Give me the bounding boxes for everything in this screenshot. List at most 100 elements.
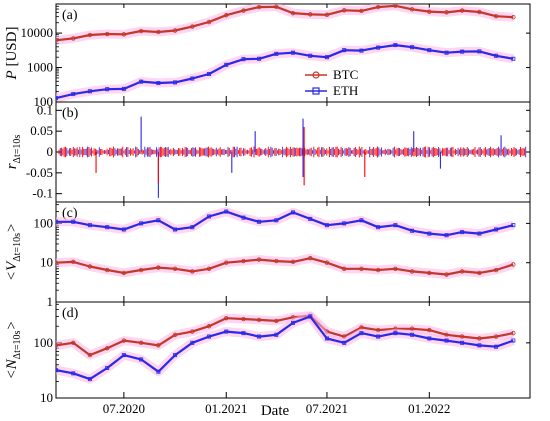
- series-line-btc: [56, 257, 514, 276]
- data-point-eth: [156, 369, 161, 374]
- plot-area: [56, 207, 516, 279]
- data-point-btc: [121, 338, 127, 343]
- data-point-btc: [87, 352, 93, 358]
- data-point-btc: [427, 9, 432, 14]
- data-point-btc: [224, 315, 229, 321]
- data-point-eth: [173, 353, 178, 358]
- data-point-btc: [241, 8, 246, 13]
- data-point-eth: [324, 223, 329, 228]
- data-point-eth: [71, 92, 76, 97]
- data-point-btc: [308, 256, 313, 261]
- data-point-btc: [274, 4, 279, 10]
- data-point-eth: [71, 219, 76, 224]
- data-point-eth: [257, 56, 262, 61]
- data-point-eth: [274, 332, 279, 337]
- x-axis-label: Date: [261, 403, 290, 419]
- data-point-btc: [477, 270, 482, 276]
- y-tick-label: 100: [34, 335, 54, 350]
- panel-d: 10 100 (d) <NΔt=10s>: [4, 301, 531, 405]
- data-point-btc: [190, 269, 195, 274]
- data-point-eth: [224, 62, 229, 67]
- data-point-eth: [121, 353, 126, 358]
- series-line-eth: [56, 315, 514, 381]
- data-point-btc: [375, 267, 381, 273]
- data-point-btc: [87, 264, 93, 269]
- data-point-eth: [410, 332, 415, 337]
- data-point-btc: [290, 10, 296, 16]
- data-point-btc: [71, 259, 76, 265]
- data-point-btc: [511, 262, 516, 267]
- data-point-btc: [375, 4, 381, 10]
- data-point-btc: [224, 13, 229, 18]
- data-point-eth: [156, 218, 161, 223]
- data-point-eth: [477, 231, 482, 236]
- panel-tag: (d): [62, 306, 79, 321]
- data-point-btc: [206, 324, 212, 329]
- data-point-eth: [190, 76, 195, 81]
- data-point-btc: [190, 24, 195, 29]
- y-tick-label: -0.05: [26, 165, 53, 180]
- y-tick-label: 1: [47, 294, 54, 309]
- data-point-eth: [290, 210, 295, 215]
- chart-panels: 100 1000 10000 (a) P [USD] 0.1 0.05 0 -0.05 -0.1 (…: [4, 3, 531, 405]
- data-point-btc: [172, 28, 178, 33]
- data-point-eth: [359, 48, 364, 53]
- data-point-eth: [139, 79, 144, 84]
- panel-tag: (c): [62, 206, 78, 221]
- plot-area: [58, 116, 527, 198]
- data-point-eth: [460, 49, 465, 54]
- data-point-eth: [257, 334, 262, 339]
- data-point-eth: [290, 50, 295, 55]
- legend: BTC ETH: [300, 67, 370, 98]
- data-point-eth: [376, 334, 381, 339]
- y-tick-label: 0: [47, 144, 54, 159]
- data-point-btc: [224, 260, 229, 265]
- data-point-btc: [156, 265, 161, 270]
- panel-tag: (a): [62, 8, 78, 23]
- data-point-eth: [121, 227, 126, 232]
- data-point-eth: [511, 56, 516, 61]
- data-point-eth: [308, 314, 313, 319]
- series-band-eth: [56, 312, 515, 384]
- data-point-btc: [375, 327, 381, 333]
- data-point-btc: [121, 32, 127, 37]
- data-point-eth: [173, 227, 178, 232]
- x-axis-tick-labels: 07.2020 01.2021 07.2021 01.2022: [103, 401, 451, 416]
- y-tick-label: -0.1: [32, 186, 53, 201]
- data-point-btc: [56, 343, 59, 348]
- y-tick-label: 0.1: [37, 102, 53, 117]
- data-point-eth: [342, 340, 347, 345]
- data-point-btc: [121, 270, 127, 276]
- y-tick-label: 1000: [27, 60, 53, 75]
- data-point-eth: [427, 48, 432, 53]
- data-point-btc: [477, 336, 482, 341]
- data-point-btc: [56, 260, 59, 265]
- data-point-btc: [308, 12, 313, 17]
- data-point-eth: [241, 215, 246, 220]
- data-point-btc: [56, 38, 59, 43]
- y-tick-label: 10: [40, 255, 53, 270]
- data-point-btc: [393, 266, 398, 271]
- data-point-eth: [56, 96, 59, 101]
- data-point-btc: [172, 332, 178, 337]
- legend-eth-marker: [312, 87, 320, 95]
- data-point-eth: [427, 336, 432, 341]
- data-point-eth: [308, 53, 313, 58]
- data-point-btc: [341, 8, 347, 13]
- data-point-eth: [477, 49, 482, 54]
- data-point-eth: [494, 344, 499, 349]
- data-point-btc: [393, 4, 398, 9]
- y-tick-label: 10: [40, 390, 53, 405]
- data-point-eth: [324, 336, 329, 341]
- series-line-eth: [56, 210, 514, 237]
- data-point-eth: [494, 227, 499, 232]
- y-axis-label: <NΔt=10s>: [4, 320, 23, 379]
- data-point-btc: [359, 8, 364, 14]
- data-point-eth: [376, 45, 381, 50]
- data-point-btc: [138, 340, 144, 346]
- data-point-btc: [71, 36, 76, 41]
- data-point-eth: [56, 219, 59, 224]
- data-point-btc: [477, 9, 482, 15]
- data-point-eth: [274, 218, 279, 223]
- data-point-btc: [156, 343, 161, 348]
